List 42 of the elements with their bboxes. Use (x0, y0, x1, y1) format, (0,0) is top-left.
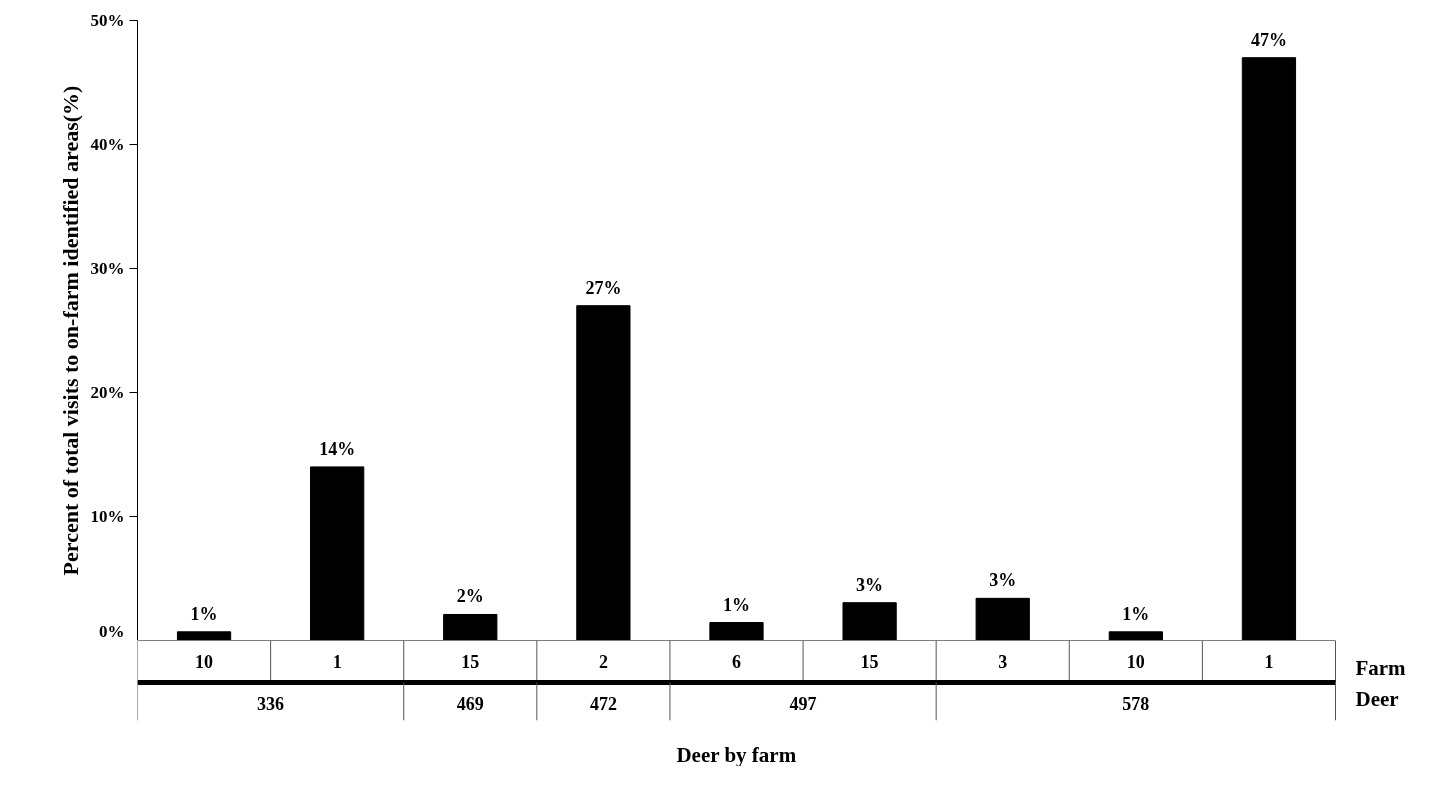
text: 497 (789, 694, 817, 714)
x-axis-title: Deer by farm (676, 742, 797, 767)
text: 472 (589, 694, 617, 714)
bar (1241, 57, 1297, 640)
bar (576, 305, 631, 640)
x-tick-label: 10 (195, 652, 214, 672)
y-axis-title: Percent of total visits to on-farm identified areas(%) (57, 85, 83, 576)
data-label: 27% (585, 277, 622, 298)
x-tick-label: 6 (732, 652, 741, 672)
bar (842, 602, 897, 640)
data-label: 1% (1122, 603, 1150, 624)
x-tick-label: 2 (598, 652, 608, 672)
y-tick-label: 40% (90, 135, 125, 154)
y-tick-label: 30% (90, 259, 125, 278)
bar (1108, 631, 1163, 640)
x-tick-label: 1 (1264, 652, 1274, 672)
y-tick-label: 20% (90, 383, 125, 402)
data-label: 1% (190, 603, 218, 624)
data-label: 14% (319, 438, 356, 459)
bar (443, 613, 498, 640)
x-tick-label: 1 (332, 652, 342, 672)
data-label: 3% (989, 570, 1017, 591)
text: Deer (1355, 687, 1399, 712)
data-label: 3% (856, 574, 884, 595)
y-tick-label: 0% (99, 621, 125, 641)
bar (176, 631, 232, 640)
text: 469 (456, 694, 484, 714)
bar (310, 466, 365, 640)
x-tick-label: 10 (1126, 652, 1145, 672)
data-label: 1% (723, 594, 750, 615)
data-label: 47% (1250, 29, 1287, 50)
text: Farm (1355, 655, 1407, 680)
y-tick-label: 50% (90, 11, 125, 30)
bar (975, 597, 1030, 640)
bar (709, 622, 764, 640)
y-tick-label: 10% (90, 507, 125, 526)
x-tick-label: 15 (461, 652, 480, 672)
data-label: 2% (456, 586, 484, 607)
x-tick-label: 3 (998, 652, 1008, 672)
text: 336 (257, 694, 285, 714)
x-tick-label: 15 (860, 652, 879, 672)
text: 578 (1122, 694, 1150, 714)
